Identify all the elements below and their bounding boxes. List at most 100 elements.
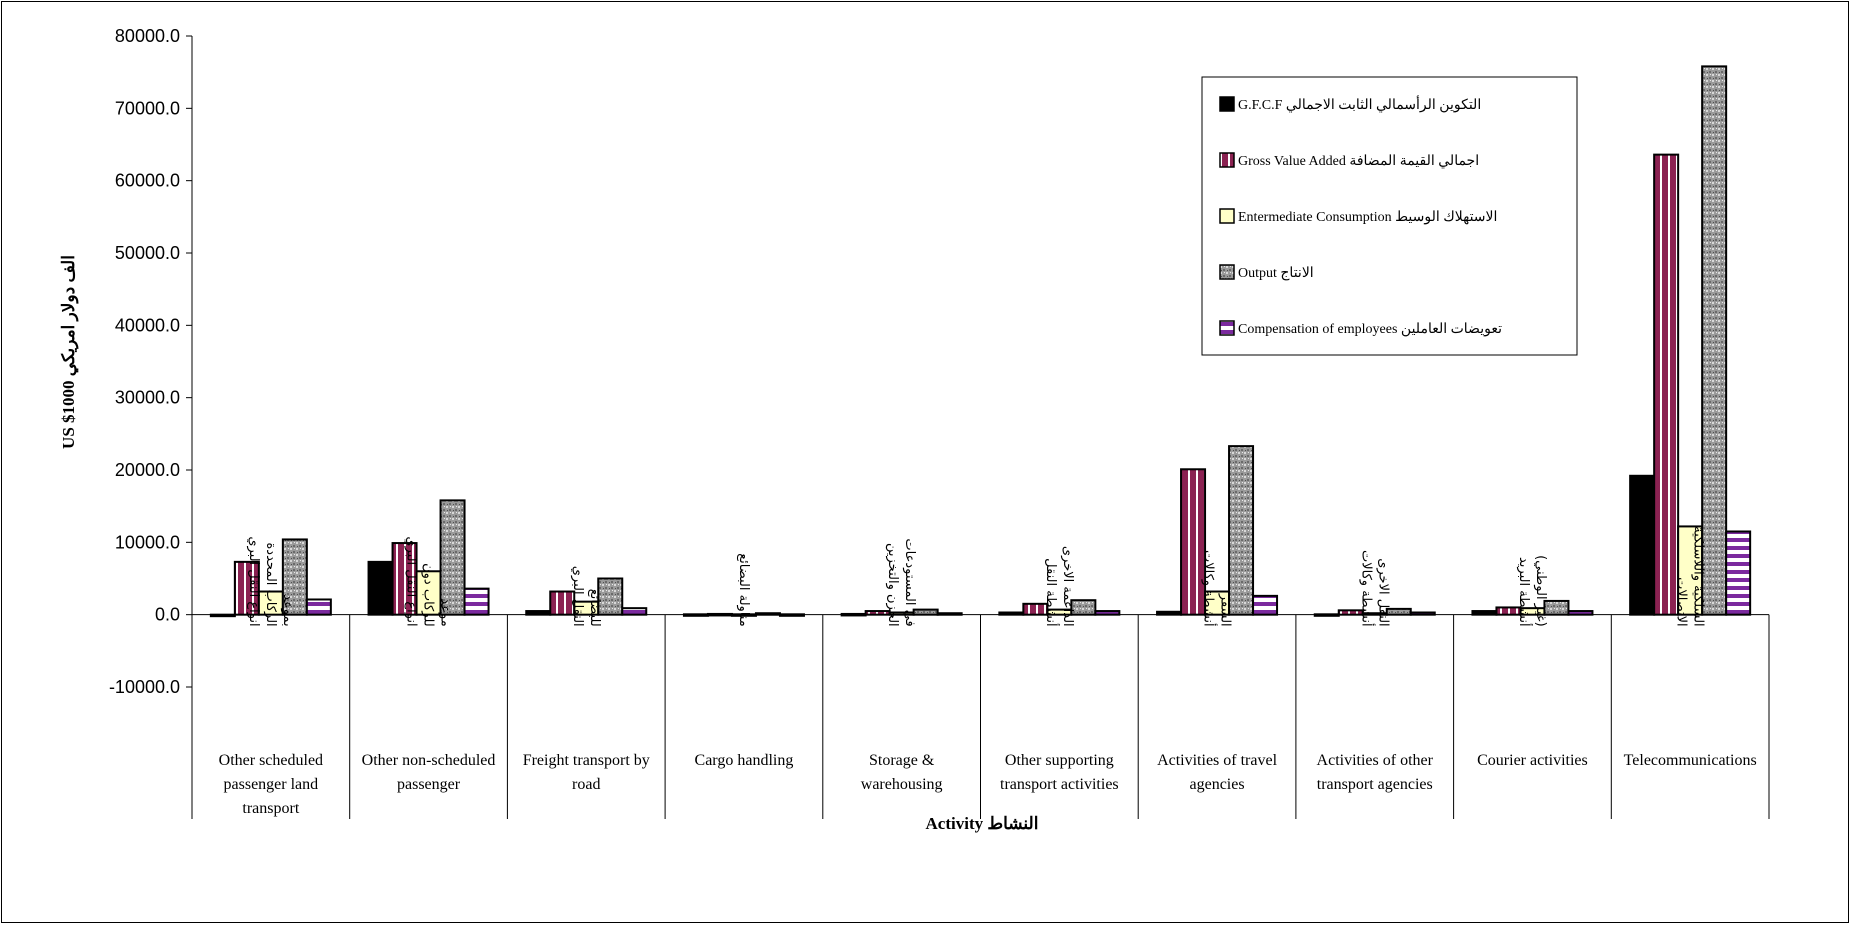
category-label-en: Storage &: [869, 752, 935, 769]
bar: [525, 610, 552, 616]
bar: [840, 612, 867, 617]
category-label-ar-line: الداعمة الاخرى: [1060, 546, 1075, 627]
bar: [1228, 445, 1255, 616]
legend: G.F.C.F التكوين الرأسمالي الثابت الاجمال…: [1201, 76, 1578, 356]
category-label-en: Courier activities: [1477, 752, 1588, 769]
category-label-ar-line: أنشطة البريد: [1516, 557, 1533, 627]
bar: [597, 577, 624, 616]
category-label-ar-line: انواع النقل البري: [246, 536, 261, 626]
category-label-ar-line: بموعد: [280, 594, 295, 626]
legend-swatch: [1219, 264, 1235, 280]
y-tick-label: 20000.0: [115, 460, 180, 480]
bar: [1180, 468, 1207, 616]
bar: [706, 612, 733, 617]
y-axis-title: US $1000 الف دولار امريكي: [59, 255, 79, 449]
category-label-en: Activities of travel: [1157, 752, 1278, 769]
y-tick-label: 30000.0: [115, 388, 180, 408]
category-label-en: warehousing: [861, 776, 943, 793]
bar: [778, 613, 805, 617]
bar: [1313, 613, 1340, 617]
bar: [1471, 610, 1498, 616]
y-tick-label: 40000.0: [115, 315, 180, 335]
category-label-ar-line: الاتصالات: [1674, 577, 1689, 627]
bar: [439, 499, 466, 616]
legend-box: [1201, 76, 1578, 356]
y-tick-label: 60000.0: [115, 171, 180, 191]
category-label-en: Other supporting: [1005, 752, 1114, 769]
category-label-ar: أنشطة البريد (غير الوطني): [1516, 555, 1548, 627]
category-label-ar-line: الخزن والتخزين: [885, 543, 900, 627]
bar: [621, 607, 648, 616]
bar: [1725, 530, 1752, 616]
legend-swatch: [1219, 208, 1235, 224]
category-label-ar: أنشطة وكالات النقل الاخرى: [1358, 550, 1390, 627]
category-label-en: Other non-scheduled: [362, 752, 496, 769]
legend-label: Entermediate Consumption الاستهلاك الوسي…: [1238, 210, 1497, 225]
category-label-ar: انواع النقل البري الركاب المحددة بموعد: [246, 536, 295, 626]
legend-label: G.F.C.F التكوين الرأسمالي الثابت الاجمال…: [1238, 94, 1481, 113]
bar: [1094, 610, 1121, 616]
bar: [1701, 65, 1728, 616]
bar: [463, 587, 490, 616]
category-label-en: transport: [242, 800, 299, 817]
category-label-en: transport agencies: [1317, 776, 1433, 793]
bar: [1567, 610, 1594, 616]
category-label-ar-line: للبضائع: [587, 589, 602, 627]
category-label-ar-line: موعد: [438, 598, 453, 626]
category-label-ar-line: السفر: [1218, 593, 1233, 627]
bar: [1252, 594, 1279, 616]
category-label-en: Other scheduled: [219, 752, 323, 769]
legend-swatch: [1219, 152, 1235, 168]
bar: [1070, 599, 1097, 616]
y-tick-label: 10000.0: [115, 532, 180, 552]
bar: [305, 598, 332, 616]
legend-label: Output الانتاج: [1238, 266, 1314, 281]
bar: [936, 612, 963, 616]
y-tick-label: 70000.0: [115, 98, 180, 118]
category-label-en: Freight transport by: [523, 752, 650, 769]
category-label-ar-line: أنشطة النقل: [1043, 558, 1060, 627]
category-label-en: transport activities: [1000, 776, 1119, 793]
bar: [1409, 611, 1436, 616]
legend-swatch: [1219, 320, 1235, 336]
x-axis-title: Activity النشاط: [926, 814, 1039, 833]
bar: [754, 612, 781, 616]
bar: [1653, 153, 1680, 616]
category-label-ar-line: النقل الاخرى: [1375, 558, 1390, 626]
bar: [1629, 474, 1656, 616]
bar: [367, 560, 394, 616]
category-label-ar: الاتصالات السلكية واللاسلكية: [1674, 526, 1706, 627]
category-label-ar-line: الركاب المحددة: [263, 542, 278, 626]
category-label-ar-line: للركاب دون: [421, 563, 436, 627]
category-label-en: passenger land: [224, 776, 319, 793]
category-label-ar: النقل البري للبضائع: [570, 566, 602, 627]
legend-label: Compensation of employees تعويضات العامل…: [1238, 322, 1502, 337]
y-tick-label: 80000.0: [115, 26, 180, 46]
category-label-en: road: [572, 776, 600, 793]
category-label-en: Telecommunications: [1624, 752, 1757, 769]
category-label-ar-line: النقل البري: [570, 566, 585, 627]
category-label-ar-line: (غير الوطني): [1533, 555, 1548, 627]
bar: [998, 611, 1025, 616]
category-label-en: agencies: [1190, 776, 1245, 793]
category-label-ar: انواع النقل البري للركاب دون موعد: [404, 536, 453, 626]
bar: [233, 560, 260, 616]
category-label-ar-line: أنشطة وكالات: [1201, 550, 1218, 627]
legend-label: Gross Value Added اجمالي القيمة المضافة: [1238, 154, 1479, 169]
bar: [682, 613, 709, 617]
category-label-ar: أنشطة وكالات السفر: [1201, 550, 1233, 627]
y-tick-label: 50000.0: [115, 243, 180, 263]
category-label-ar: مناولة البضائع: [736, 553, 751, 626]
bar: [912, 608, 939, 616]
category-label-ar-line: مناولة البضائع: [736, 553, 751, 626]
category-label-ar-line: انواع النقل البري: [404, 536, 419, 626]
category-label-ar: أنشطة النقل الداعمة الاخرى: [1043, 546, 1075, 627]
category-label-ar-line: في المستودعات: [902, 538, 917, 626]
bar: [209, 613, 236, 618]
category-label-en: passenger: [397, 776, 461, 793]
category-label-en: Cargo handling: [695, 752, 794, 769]
bar: [1677, 525, 1704, 616]
y-tick-label: -10000.0: [109, 677, 180, 697]
